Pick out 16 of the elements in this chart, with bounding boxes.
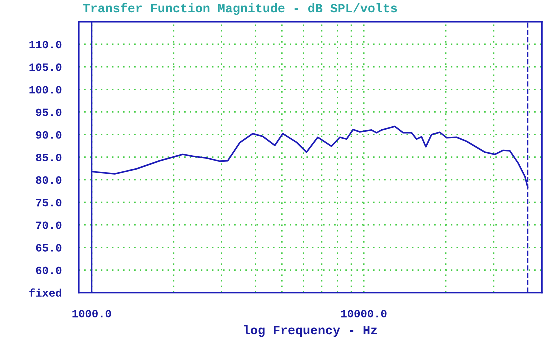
x-tick-label: 10000.0 <box>341 310 387 318</box>
y-tick-label: 95.0 <box>36 108 62 116</box>
y-tick-label: 60.0 <box>36 266 62 274</box>
y-tick-label: fixed <box>30 288 62 297</box>
y-tick-label: 105.0 <box>30 64 62 72</box>
chart-title: Transfer Function Magnitude - dB SPL/volts <box>83 3 398 16</box>
y-tick-label: 100.0 <box>30 86 62 94</box>
y-tick-label: 90.0 <box>36 131 62 139</box>
x-tick-label: 1000.0 <box>72 310 112 318</box>
y-tick-label: 70.0 <box>36 222 62 230</box>
y-tick-label: 85.0 <box>36 154 62 162</box>
y-tick-label: 65.0 <box>36 244 62 252</box>
y-tick-label: 80.0 <box>36 176 62 184</box>
x-axis-title: log Frequency - Hz <box>244 325 378 337</box>
y-tick-label: 75.0 <box>36 199 62 207</box>
y-tick-label: 110.0 <box>30 41 62 49</box>
